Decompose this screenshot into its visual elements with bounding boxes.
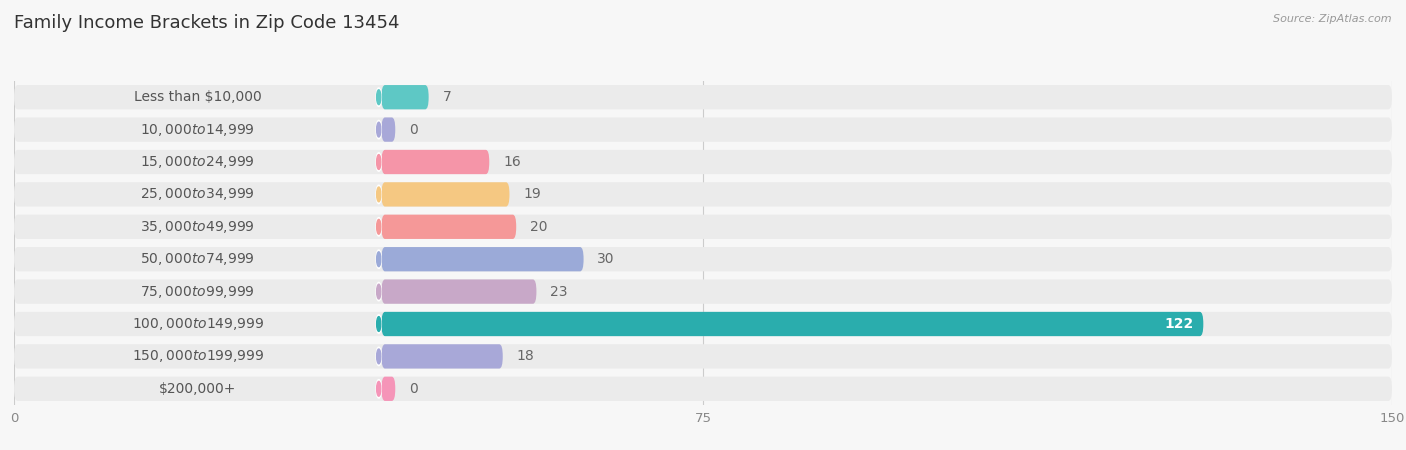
Circle shape [377, 155, 381, 169]
Circle shape [377, 90, 381, 104]
FancyBboxPatch shape [381, 344, 503, 369]
FancyBboxPatch shape [14, 85, 1392, 109]
Text: $50,000 to $74,999: $50,000 to $74,999 [141, 251, 254, 267]
Text: 0: 0 [409, 382, 418, 396]
FancyBboxPatch shape [381, 150, 489, 174]
FancyBboxPatch shape [381, 85, 429, 109]
FancyBboxPatch shape [381, 279, 537, 304]
Text: $150,000 to $199,999: $150,000 to $199,999 [132, 348, 264, 364]
FancyBboxPatch shape [14, 150, 1392, 174]
FancyBboxPatch shape [14, 247, 1392, 271]
Circle shape [377, 379, 381, 398]
Circle shape [377, 317, 381, 331]
Text: 30: 30 [598, 252, 614, 266]
Circle shape [377, 315, 381, 333]
Circle shape [377, 185, 381, 204]
Circle shape [377, 187, 381, 202]
Text: Source: ZipAtlas.com: Source: ZipAtlas.com [1274, 14, 1392, 23]
Text: 18: 18 [516, 349, 534, 364]
Circle shape [377, 250, 381, 269]
Text: $25,000 to $34,999: $25,000 to $34,999 [141, 186, 254, 202]
Text: Family Income Brackets in Zip Code 13454: Family Income Brackets in Zip Code 13454 [14, 14, 399, 32]
FancyBboxPatch shape [381, 312, 1204, 336]
Text: $35,000 to $49,999: $35,000 to $49,999 [141, 219, 254, 235]
Text: 20: 20 [530, 220, 547, 234]
Text: Less than $10,000: Less than $10,000 [134, 90, 262, 104]
FancyBboxPatch shape [381, 117, 395, 142]
Text: 7: 7 [443, 90, 451, 104]
Text: 0: 0 [409, 122, 418, 137]
FancyBboxPatch shape [381, 247, 583, 271]
Text: $15,000 to $24,999: $15,000 to $24,999 [141, 154, 254, 170]
FancyBboxPatch shape [14, 377, 1392, 401]
Text: 23: 23 [550, 284, 568, 299]
Circle shape [377, 284, 381, 299]
Text: $200,000+: $200,000+ [159, 382, 236, 396]
Text: $75,000 to $99,999: $75,000 to $99,999 [141, 284, 254, 300]
Circle shape [377, 252, 381, 266]
Text: 16: 16 [503, 155, 520, 169]
FancyBboxPatch shape [14, 312, 1392, 336]
FancyBboxPatch shape [14, 279, 1392, 304]
FancyBboxPatch shape [381, 377, 395, 401]
Circle shape [377, 88, 381, 107]
Circle shape [377, 220, 381, 234]
FancyBboxPatch shape [14, 215, 1392, 239]
Circle shape [377, 349, 381, 364]
FancyBboxPatch shape [14, 117, 1392, 142]
Text: $100,000 to $149,999: $100,000 to $149,999 [132, 316, 264, 332]
Circle shape [377, 282, 381, 301]
Circle shape [377, 217, 381, 236]
Text: 122: 122 [1166, 317, 1194, 331]
Circle shape [377, 153, 381, 171]
FancyBboxPatch shape [381, 215, 516, 239]
Circle shape [377, 382, 381, 396]
Circle shape [377, 347, 381, 366]
Circle shape [377, 122, 381, 137]
FancyBboxPatch shape [14, 344, 1392, 369]
FancyBboxPatch shape [14, 182, 1392, 207]
Text: $10,000 to $14,999: $10,000 to $14,999 [141, 122, 254, 138]
Circle shape [377, 120, 381, 139]
Text: 19: 19 [523, 187, 541, 202]
FancyBboxPatch shape [381, 182, 509, 207]
